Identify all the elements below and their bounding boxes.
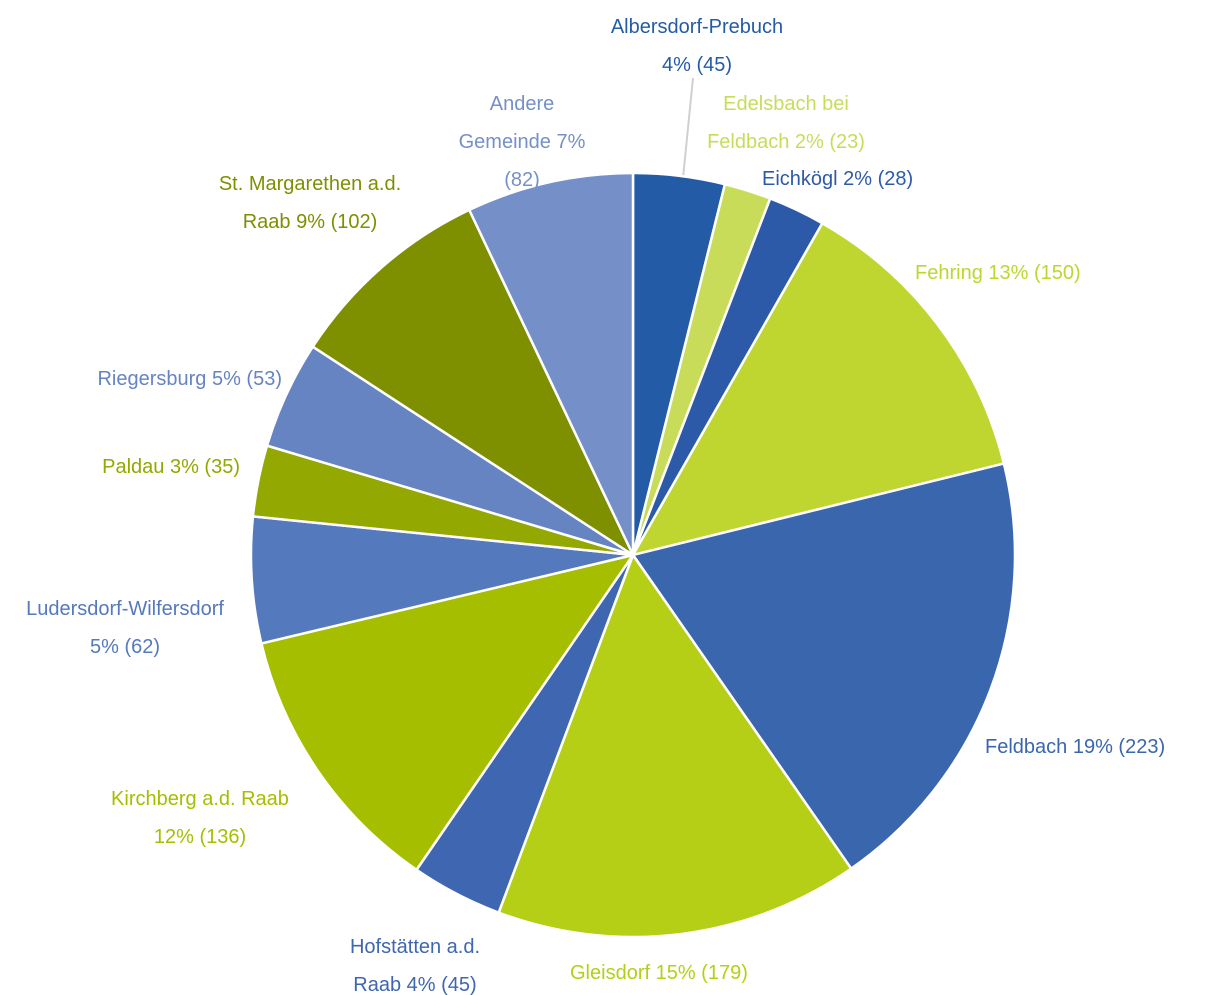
category-label: Feldbach xyxy=(985,736,1068,758)
value-label: 9% (102) xyxy=(296,211,378,233)
category-label: Fehring xyxy=(915,262,983,284)
data-label: Ludersdorf-Wilfersdorf 5% (62) xyxy=(25,590,225,666)
category-label: Ludersdorf-Wilfersdorf xyxy=(26,598,224,620)
value-label: 19% (223) xyxy=(1072,736,1166,758)
data-label: Andere Gemeinde 7% (82) xyxy=(442,85,602,199)
category-label: Kirchberg a.d. Raab xyxy=(111,788,289,810)
value-label: 2% (23) xyxy=(794,131,865,153)
pie-slice xyxy=(630,462,1017,871)
data-label: Gleisdorf 15% (179) xyxy=(570,954,748,992)
value-label: 3% (35) xyxy=(169,456,240,478)
value-label: 5% (53) xyxy=(211,368,282,390)
value-label: 5% (62) xyxy=(89,636,161,658)
value-label: 12% (136) xyxy=(153,826,247,848)
value-label: 4% (45) xyxy=(661,54,733,76)
category-label: Eichkögl xyxy=(762,168,838,190)
data-label: Fehring 13% (150) xyxy=(915,254,1081,292)
data-label: Albersdorf-Prebuch 4% (45) xyxy=(607,8,787,84)
data-label: Eichkögl 2% (28) xyxy=(762,160,913,198)
value-label: 7% (82) xyxy=(504,131,586,191)
data-label: Edelsbach bei Feldbach 2% (23) xyxy=(694,85,879,161)
data-label: Hofstätten a.d. Raab 4% (45) xyxy=(330,928,500,995)
data-label: St. Margarethen a.d. Raab 9% (102) xyxy=(218,165,403,241)
category-label: Hofstätten a.d. Raab xyxy=(349,936,481,995)
category-label: Albersdorf-Prebuch xyxy=(610,16,784,38)
pie-slice xyxy=(630,221,1006,557)
value-label: 4% (45) xyxy=(406,974,477,995)
category-label: Paldau xyxy=(102,456,165,478)
pie-slice xyxy=(311,208,637,559)
category-label: St. Margarethen a.d. Raab xyxy=(218,173,402,233)
pie-slice xyxy=(497,552,853,939)
category-label: Riegersburg xyxy=(97,368,207,390)
category-label: Gleisdorf xyxy=(570,962,651,984)
value-label: 13% (150) xyxy=(988,262,1081,284)
data-label: Feldbach 19% (223) xyxy=(985,728,1165,766)
value-label: 15% (179) xyxy=(655,962,748,984)
pie-slice xyxy=(467,171,635,556)
category-label: Andere Gemeinde xyxy=(458,93,555,153)
category-label: Edelsbach bei Feldbach xyxy=(707,93,849,153)
data-label: Kirchberg a.d. Raab 12% (136) xyxy=(100,780,300,856)
value-label: 2% (28) xyxy=(843,168,914,190)
data-label: Riegersburg 5% (53) xyxy=(97,360,282,398)
leader-line xyxy=(682,77,694,179)
data-label: Paldau 3% (35) xyxy=(102,448,240,486)
pie-slice xyxy=(259,553,636,872)
